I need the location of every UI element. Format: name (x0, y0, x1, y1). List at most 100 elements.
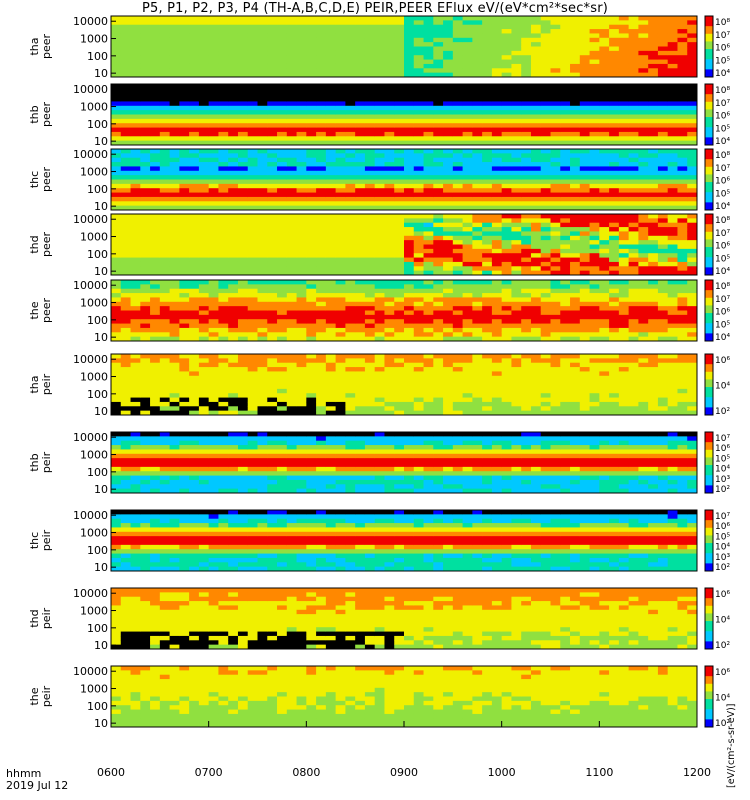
heatmap-cell (355, 227, 366, 232)
heatmap-cell (677, 16, 688, 21)
heatmap-cell (189, 358, 200, 364)
heatmap-cell (423, 401, 434, 407)
heatmap-cell (189, 257, 200, 263)
colorbar-swatch (705, 71, 713, 75)
heatmap-cell (638, 72, 649, 78)
heatmap-cell (609, 24, 620, 30)
heatmap-cell (433, 136, 444, 142)
heatmap-cell (179, 205, 190, 211)
heatmap-cell (609, 222, 620, 228)
heatmap-cell (628, 42, 639, 47)
heatmap-cell (462, 183, 473, 189)
heatmap-cell (501, 201, 512, 207)
heatmap-cell (306, 162, 317, 167)
heatmap-cell (296, 266, 307, 272)
heatmap-cell (657, 101, 669, 107)
heatmap-cell (482, 37, 493, 43)
heatmap-cell (237, 97, 249, 102)
heatmap-cell (638, 280, 649, 285)
heatmap-cell (550, 261, 561, 267)
heatmap-cell (550, 175, 561, 180)
heatmap-cell (657, 33, 669, 39)
heatmap-cell (189, 235, 200, 241)
heatmap-cell (540, 244, 551, 250)
heatmap-cell (560, 105, 571, 111)
heatmap-cell (316, 323, 327, 329)
heatmap-cell (267, 24, 278, 30)
heatmap-cell (687, 50, 698, 56)
heatmap-cell (130, 284, 141, 290)
heatmap-cell (628, 205, 639, 211)
heatmap-cell (491, 110, 503, 115)
heatmap-cell (433, 244, 444, 250)
heatmap-cell (374, 196, 385, 202)
heatmap-cell (628, 266, 639, 272)
heatmap-cell (355, 371, 366, 377)
heatmap-cell (111, 16, 122, 21)
heatmap-cell (677, 240, 688, 245)
heatmap-cell (120, 248, 131, 254)
heatmap-cell (443, 123, 454, 128)
heatmap-cell (111, 192, 122, 198)
heatmap-cell (364, 88, 376, 94)
heatmap-cell (325, 196, 337, 202)
heatmap-cell (394, 248, 405, 254)
heatmap-cell (501, 270, 512, 276)
heatmap-cell (648, 114, 659, 120)
heatmap-cell (267, 166, 278, 172)
heatmap-cell (677, 149, 688, 154)
heatmap-cell (462, 131, 473, 137)
heatmap-cell (286, 297, 297, 303)
heatmap-cell (521, 227, 532, 232)
heatmap-cell (120, 29, 131, 34)
heatmap-cell (657, 288, 669, 294)
heatmap-cell (159, 310, 170, 316)
heatmap-cell (159, 375, 170, 381)
heatmap-cell (335, 284, 346, 290)
heatmap-cell (140, 97, 151, 102)
heatmap-cell (198, 358, 210, 364)
heatmap-cell (306, 42, 317, 47)
heatmap-cell (540, 270, 551, 276)
heatmap-cell (306, 332, 317, 338)
heatmap-cell (267, 397, 278, 403)
heatmap-cell (687, 231, 698, 237)
heatmap-cell (189, 166, 200, 172)
heatmap-cell (657, 227, 669, 232)
heatmap-cell (228, 297, 239, 303)
heatmap-cell (443, 306, 454, 311)
heatmap-cell (169, 88, 180, 94)
heatmap-cell (189, 37, 200, 43)
heatmap-cell (296, 131, 307, 137)
heatmap-cell (570, 222, 581, 228)
heatmap-cell (540, 293, 551, 298)
heatmap-cell (228, 235, 239, 241)
heatmap-cell (443, 358, 454, 364)
heatmap-cell (687, 196, 698, 202)
heatmap-cell (472, 42, 483, 47)
colorbar-swatch (705, 333, 713, 337)
heatmap-cell (677, 266, 688, 272)
heatmap-cell (120, 92, 131, 98)
heatmap-cell (257, 88, 268, 94)
heatmap-cell (491, 50, 503, 56)
heatmap-cell (638, 84, 649, 89)
heatmap-cell (120, 371, 131, 377)
heatmap-cell (159, 393, 170, 398)
heatmap-cell (257, 68, 268, 74)
heatmap-cell (394, 97, 405, 102)
heatmap-cell (394, 192, 405, 198)
colorbar-tick-label: 10⁷ (715, 31, 730, 41)
heatmap-cell (609, 37, 620, 43)
heatmap-cell (570, 131, 581, 137)
heatmap-cell (228, 248, 239, 254)
heatmap-cell (472, 68, 483, 74)
heatmap-cell (120, 393, 131, 398)
heatmap-cell (472, 301, 483, 307)
heatmap-cell (355, 332, 366, 338)
heatmap-cell (237, 170, 249, 176)
heatmap-cell (462, 20, 473, 26)
heatmap-cell (667, 92, 678, 98)
heatmap-cell (657, 201, 669, 207)
heatmap-cell (540, 301, 551, 307)
